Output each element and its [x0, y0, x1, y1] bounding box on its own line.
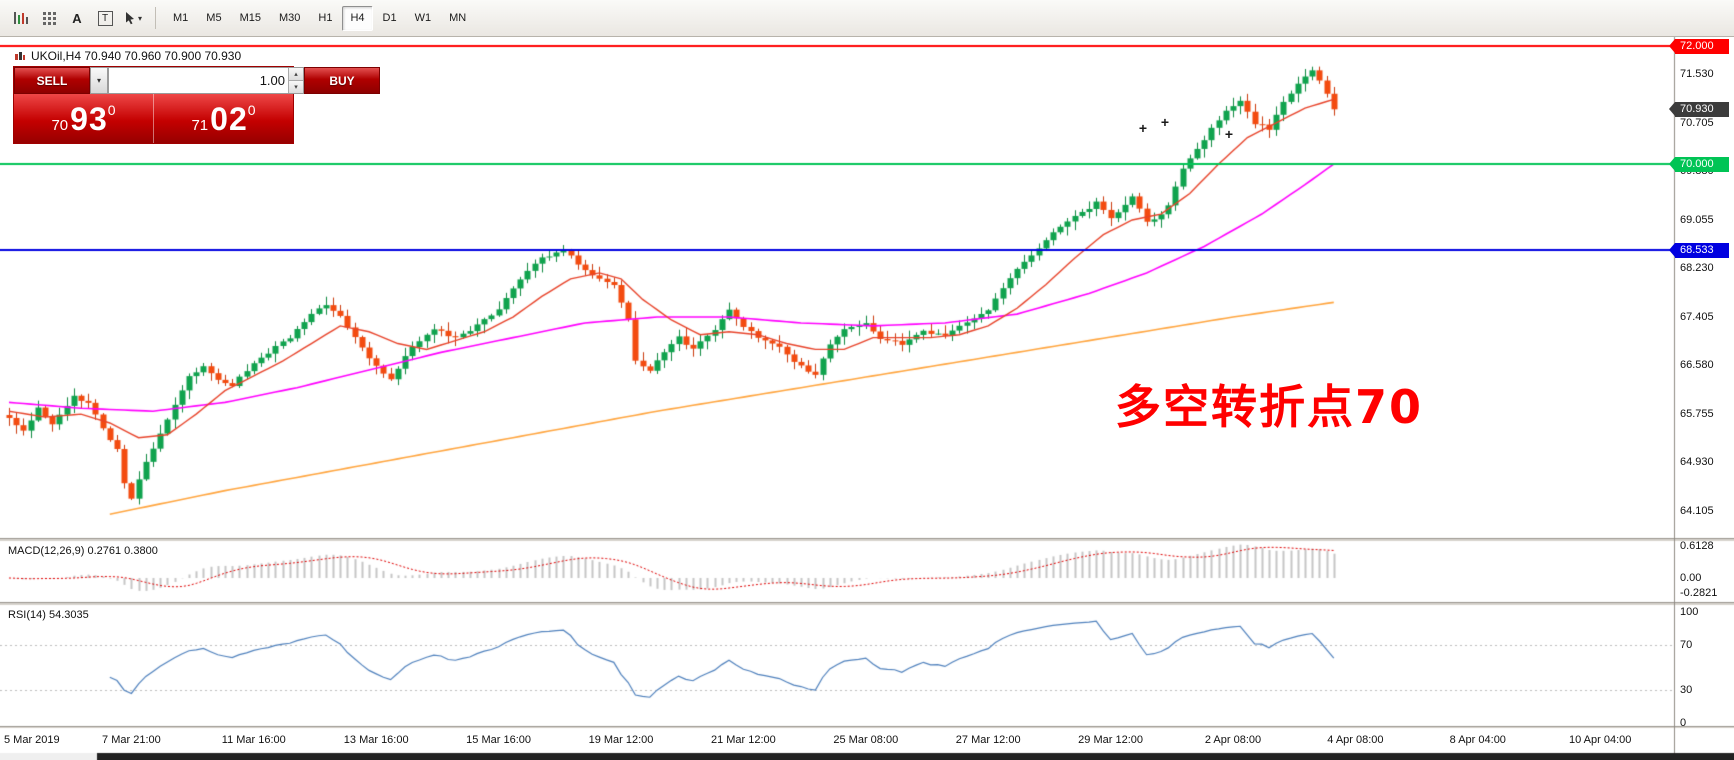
timeframe-h4-button[interactable]: H4 — [342, 5, 373, 31]
macd-axis-min: -0.2821 — [1680, 587, 1718, 599]
cursor-icon — [125, 12, 134, 25]
buy-button[interactable]: BUY — [304, 67, 380, 94]
cursor-tool-button[interactable]: ▾ — [120, 6, 146, 31]
timeframe-mn-button[interactable]: MN — [449, 12, 467, 24]
grid-icon-button[interactable] — [36, 6, 62, 31]
resistance-level-flag[interactable]: 72.000 — [1669, 38, 1729, 54]
volume-dropdown-button[interactable]: ▾ — [90, 67, 108, 94]
chevron-down-icon: ▾ — [96, 76, 101, 85]
volume-increment-button[interactable]: ▴ — [288, 68, 303, 81]
volume-spinner: ▴ ▾ — [288, 68, 303, 93]
macd-axis-max: 0.6128 — [1680, 540, 1714, 552]
text-label-button[interactable]: T — [92, 6, 118, 31]
text-label-icon: T — [97, 10, 113, 26]
macd-panel-label: MACD(12,26,9) 0.2761 0.3800 — [8, 545, 158, 557]
rsi-axis-100: 100 — [1680, 606, 1699, 618]
ask-quote-button[interactable]: 71 02 0 — [154, 94, 293, 143]
timeframe-m15-button[interactable]: M15 — [239, 12, 261, 24]
chart-symbol-header: UKOil,H4 70.940 70.960 70.900 70.930 — [14, 49, 241, 63]
chevron-down-icon: ▾ — [137, 13, 142, 23]
macd-axis-zero: 0.00 — [1680, 572, 1702, 584]
rsi-axis-30: 30 — [1680, 684, 1693, 696]
timeframe-m1-button[interactable]: M1 — [173, 12, 189, 24]
quote-row: 70 93 0 71 02 0 — [14, 94, 293, 143]
volume-decrement-button[interactable]: ▾ — [288, 81, 303, 93]
rsi-axis-0: 0 — [1680, 717, 1687, 729]
symbol-ohlc-text: UKOil,H4 70.940 70.960 70.900 70.930 — [31, 49, 242, 63]
insert-text-icon: A — [72, 10, 82, 26]
timeframe-m30-button[interactable]: M30 — [278, 12, 301, 24]
volume-input[interactable] — [109, 68, 288, 93]
bid-pipette: 0 — [107, 102, 116, 118]
sell-button[interactable]: SELL — [14, 67, 90, 94]
timeframe-m5-button[interactable]: M5 — [206, 12, 222, 24]
grid-icon — [43, 12, 56, 25]
bid-whole: 70 — [51, 117, 69, 134]
insert-text-button[interactable]: A — [64, 6, 90, 31]
ask-pipette: 0 — [247, 102, 256, 118]
bid-quote-button[interactable]: 70 93 0 — [14, 94, 154, 143]
bar-chart-icon-button[interactable] — [8, 6, 34, 31]
timeframe-d1-button[interactable]: D1 — [382, 12, 397, 24]
ask-whole: 71 — [191, 117, 209, 134]
volume-box: ▴ ▾ — [108, 67, 304, 94]
trade-controls-row: SELL ▾ ▴ ▾ BUY — [14, 67, 380, 94]
timeframe-w1-button[interactable]: W1 — [414, 12, 432, 24]
support-level-flag[interactable]: 68.533 — [1669, 242, 1729, 258]
rsi-panel-label: RSI(14) 54.3035 — [8, 609, 89, 621]
timeframe-h1-button[interactable]: H1 — [318, 12, 333, 24]
ask-pips: 02 — [210, 100, 248, 137]
toolbar-separator — [155, 7, 156, 29]
chart-text-annotation: 多空转折点70 — [1115, 380, 1424, 434]
chart-window-icon — [15, 52, 25, 60]
pivot-level-flag[interactable]: 70.000 — [1669, 156, 1729, 172]
bar-chart-icon — [14, 12, 28, 24]
bid-pips: 93 — [70, 100, 108, 137]
main-toolbar: A T ▾ M1 M5 M15 M30 H1 H4 D1 W1 MN — [0, 0, 1734, 37]
bid-price-flag: 70.930 — [1669, 101, 1729, 117]
rsi-axis-70: 70 — [1680, 639, 1693, 651]
